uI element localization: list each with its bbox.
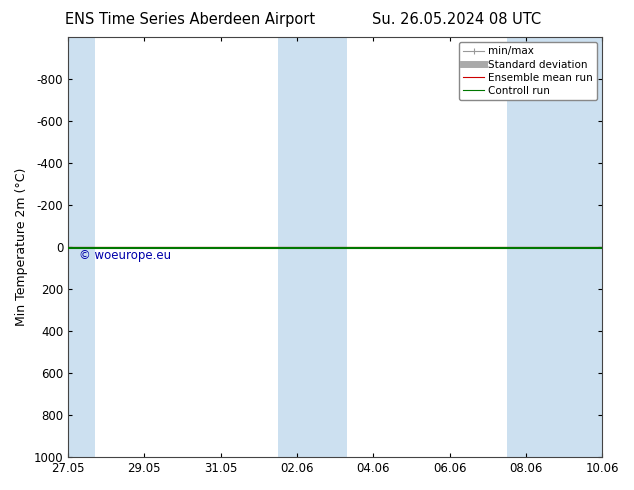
Legend: min/max, Standard deviation, Ensemble mean run, Controll run: min/max, Standard deviation, Ensemble me…: [459, 42, 597, 100]
Text: Su. 26.05.2024 08 UTC: Su. 26.05.2024 08 UTC: [372, 12, 541, 27]
Bar: [507, 37, 602, 457]
Bar: [68, 37, 94, 457]
Text: ENS Time Series Aberdeen Airport: ENS Time Series Aberdeen Airport: [65, 12, 315, 27]
Bar: [278, 37, 347, 457]
Y-axis label: Min Temperature 2m (°C): Min Temperature 2m (°C): [15, 168, 28, 326]
Text: © woeurope.eu: © woeurope.eu: [79, 249, 171, 262]
